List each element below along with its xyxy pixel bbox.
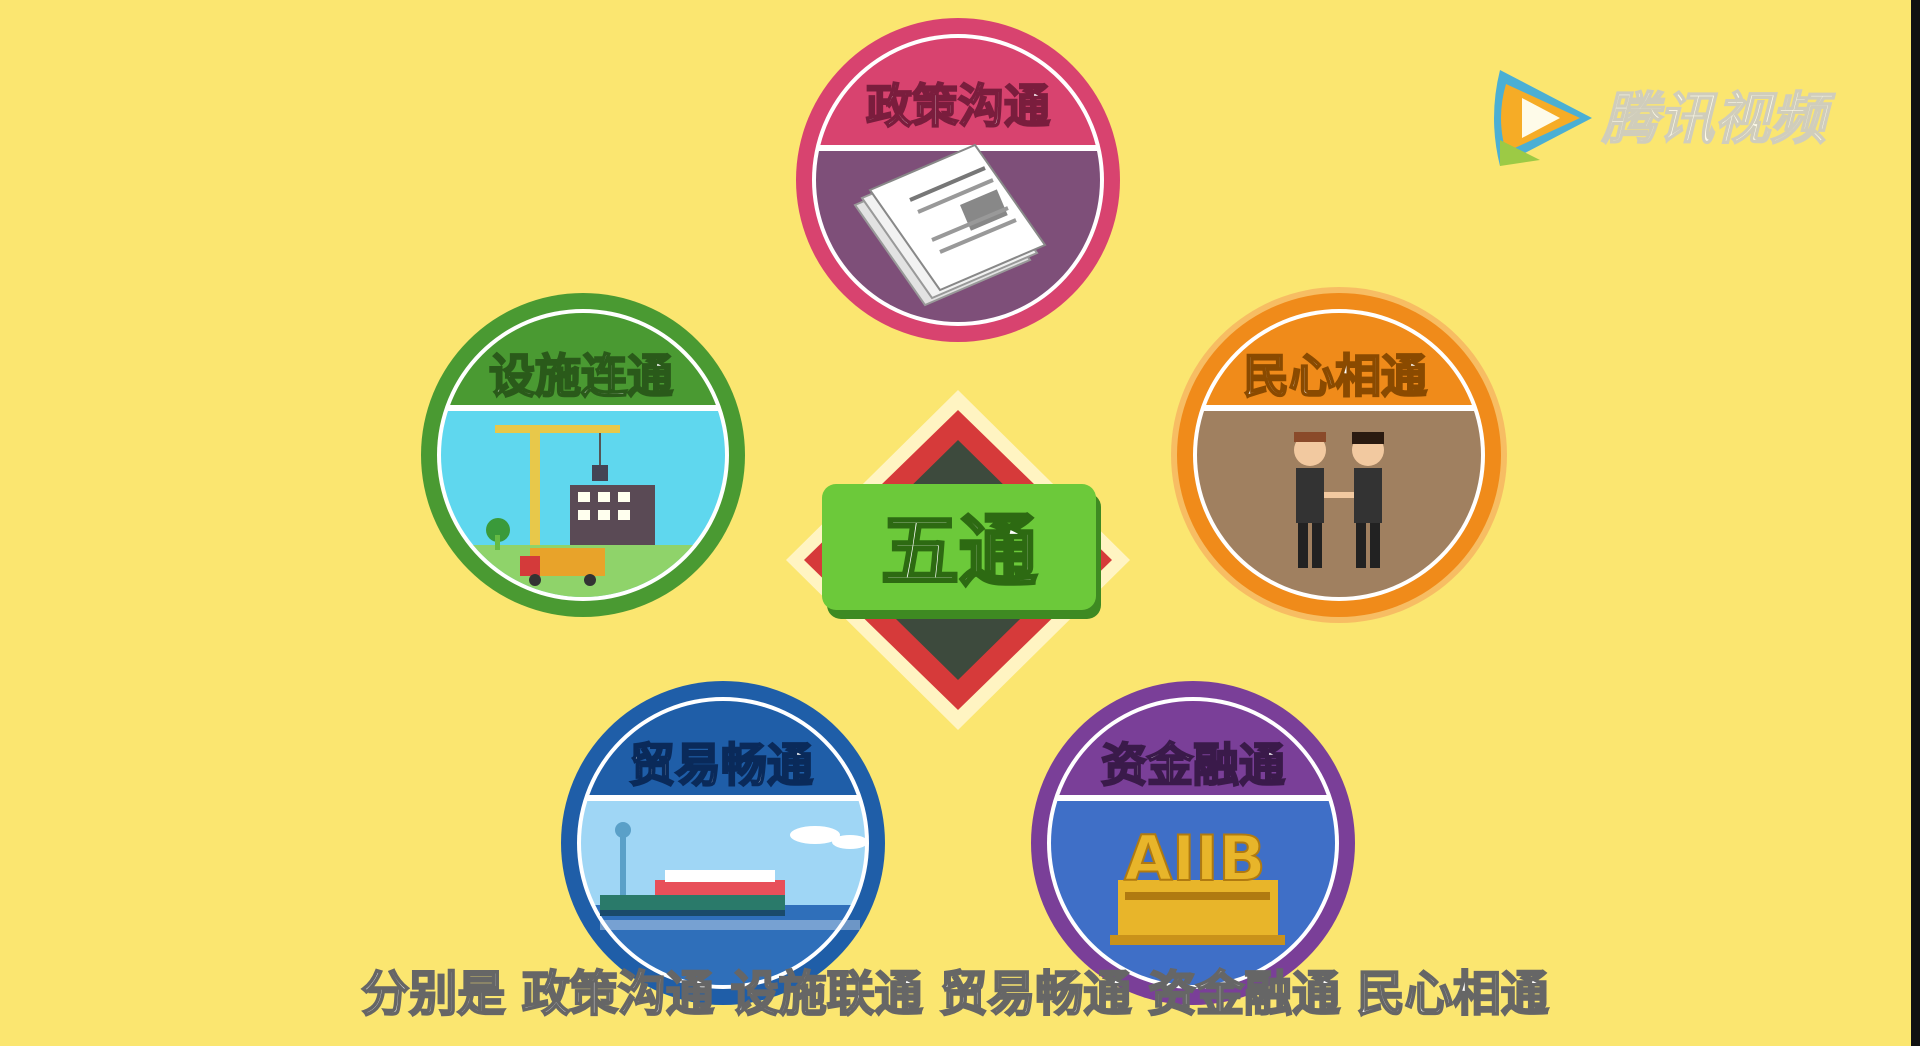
right-edge-bar bbox=[1911, 0, 1920, 1046]
watermark-text: 腾讯视频 bbox=[1601, 87, 1836, 152]
badge-facilities bbox=[421, 293, 745, 617]
badge-finance: AIIB bbox=[1031, 681, 1355, 1005]
badge-policy bbox=[796, 18, 1120, 342]
badge-trade bbox=[561, 681, 885, 1005]
subtitle: 分别是 政策沟通 设施联通 贸易畅通 资金融通 民心相通 bbox=[361, 966, 1549, 1022]
construction-crane-icon bbox=[486, 425, 655, 586]
watermark: 腾讯视频 bbox=[1494, 70, 1837, 166]
handshake-people-icon bbox=[1294, 432, 1384, 568]
center-label-box: 五通 bbox=[822, 484, 1101, 619]
tencent-video-play-icon bbox=[1494, 70, 1592, 166]
aiib-text: AIIB bbox=[1124, 822, 1265, 895]
badge-policy-label: 政策沟通 bbox=[866, 79, 1050, 133]
center-label: 五通 bbox=[881, 507, 1037, 597]
badge-trade-label: 贸易畅通 bbox=[629, 738, 813, 792]
badge-people bbox=[1171, 287, 1507, 623]
badge-finance-label: 资金融通 bbox=[1101, 738, 1285, 792]
documents-icon bbox=[853, 143, 1047, 307]
aiib-bank-icon: AIIB bbox=[1110, 821, 1285, 945]
badge-facilities-label: 设施连通 bbox=[489, 349, 673, 403]
cargo-ship-icon bbox=[600, 822, 868, 930]
badge-people-label: 民心相通 bbox=[1243, 349, 1427, 403]
